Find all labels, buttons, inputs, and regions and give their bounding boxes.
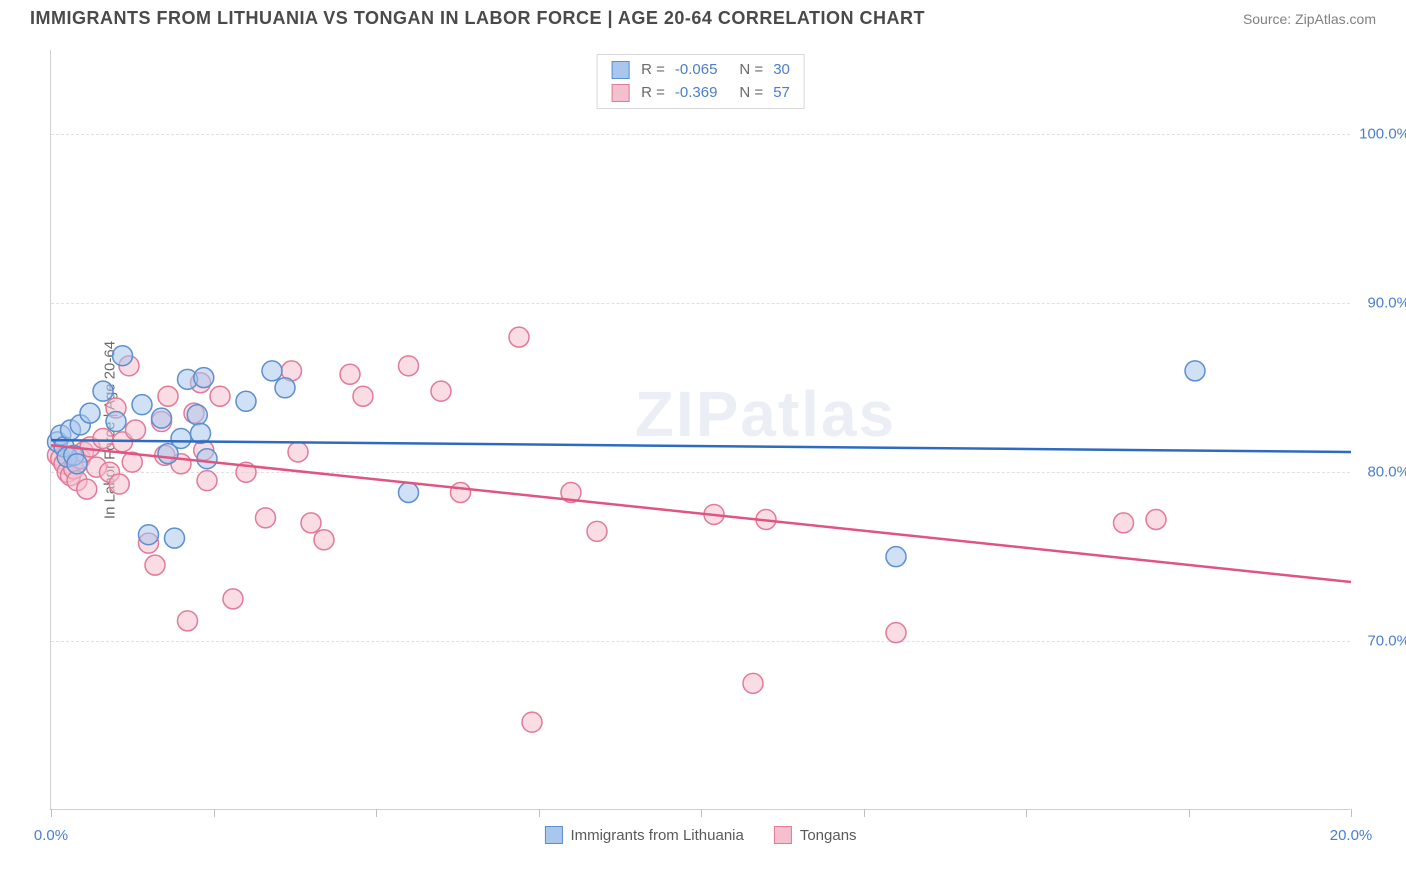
swatch-tongans [611, 84, 629, 102]
x-tick [376, 809, 377, 817]
title-bar: IMMIGRANTS FROM LITHUANIA VS TONGAN IN L… [0, 0, 1406, 35]
data-point-tongans [431, 381, 451, 401]
data-point-tongans [314, 530, 334, 550]
r-value-lithuania: -0.065 [675, 59, 718, 82]
correlation-legend: R = -0.065 N = 30 R = -0.369 N = 57 [596, 54, 805, 109]
data-point-tongans [288, 442, 308, 462]
data-point-lithuania [275, 378, 295, 398]
data-point-lithuania [194, 368, 214, 388]
data-point-lithuania [197, 449, 217, 469]
chart-title: IMMIGRANTS FROM LITHUANIA VS TONGAN IN L… [30, 8, 925, 29]
r-value-tongans: -0.369 [675, 82, 718, 105]
n-label: N = [739, 82, 763, 105]
x-tick-label: 0.0% [34, 827, 68, 844]
n-label: N = [739, 59, 763, 82]
data-point-lithuania [93, 381, 113, 401]
data-point-tongans [178, 611, 198, 631]
data-point-tongans [126, 420, 146, 440]
data-point-lithuania [132, 395, 152, 415]
x-tick [1026, 809, 1027, 817]
data-point-lithuania [113, 346, 133, 366]
data-point-tongans [522, 712, 542, 732]
data-point-lithuania [886, 547, 906, 567]
data-point-tongans [451, 482, 471, 502]
y-tick-label: 80.0% [1355, 464, 1406, 481]
legend-row-lithuania: R = -0.065 N = 30 [611, 59, 790, 82]
data-point-tongans [743, 673, 763, 693]
data-point-tongans [340, 364, 360, 384]
series-legend: Immigrants from Lithuania Tongans [544, 826, 856, 844]
data-point-tongans [77, 479, 97, 499]
data-point-tongans [256, 508, 276, 528]
data-point-lithuania [106, 412, 126, 432]
r-label: R = [641, 82, 665, 105]
data-point-tongans [109, 474, 129, 494]
x-tick [701, 809, 702, 817]
x-tick [539, 809, 540, 817]
source-attribution: Source: ZipAtlas.com [1243, 11, 1376, 27]
y-tick-label: 70.0% [1355, 633, 1406, 650]
data-point-tongans [301, 513, 321, 533]
data-point-lithuania [139, 525, 159, 545]
swatch-lithuania [544, 826, 562, 844]
trend-line-lithuania [51, 440, 1351, 452]
x-tick [51, 809, 52, 817]
legend-row-tongans: R = -0.369 N = 57 [611, 82, 790, 105]
r-label: R = [641, 59, 665, 82]
x-tick [864, 809, 865, 817]
n-value-tongans: 57 [773, 82, 790, 105]
data-point-lithuania [236, 391, 256, 411]
legend-item-lithuania: Immigrants from Lithuania [544, 826, 743, 844]
data-point-tongans [197, 471, 217, 491]
y-tick-label: 90.0% [1355, 295, 1406, 312]
x-tick [1351, 809, 1352, 817]
data-point-tongans [210, 386, 230, 406]
data-point-tongans [1146, 510, 1166, 530]
swatch-tongans [774, 826, 792, 844]
data-point-lithuania [80, 403, 100, 423]
legend-label-lithuania: Immigrants from Lithuania [570, 827, 743, 844]
y-tick-label: 100.0% [1355, 126, 1406, 143]
x-tick-label: 20.0% [1330, 827, 1373, 844]
data-point-lithuania [262, 361, 282, 381]
data-point-tongans [886, 623, 906, 643]
data-point-lithuania [187, 405, 207, 425]
x-tick [214, 809, 215, 817]
data-point-tongans [93, 428, 113, 448]
n-value-lithuania: 30 [773, 59, 790, 82]
data-point-lithuania [67, 454, 87, 474]
data-point-tongans [223, 589, 243, 609]
data-point-tongans [1114, 513, 1134, 533]
scatter-plot-svg [51, 50, 1350, 809]
data-point-tongans [509, 327, 529, 347]
data-point-lithuania [1185, 361, 1205, 381]
data-point-tongans [399, 356, 419, 376]
plot-area: In Labor Force | Age 20-64 ZIPatlas 70.0… [50, 50, 1350, 810]
data-point-tongans [158, 386, 178, 406]
data-point-tongans [587, 521, 607, 541]
data-point-lithuania [171, 428, 191, 448]
legend-item-tongans: Tongans [774, 826, 857, 844]
swatch-lithuania [611, 61, 629, 79]
data-point-tongans [145, 555, 165, 575]
data-point-tongans [353, 386, 373, 406]
data-point-lithuania [399, 482, 419, 502]
data-point-lithuania [152, 408, 172, 428]
x-tick [1189, 809, 1190, 817]
legend-label-tongans: Tongans [800, 827, 857, 844]
data-point-lithuania [165, 528, 185, 548]
